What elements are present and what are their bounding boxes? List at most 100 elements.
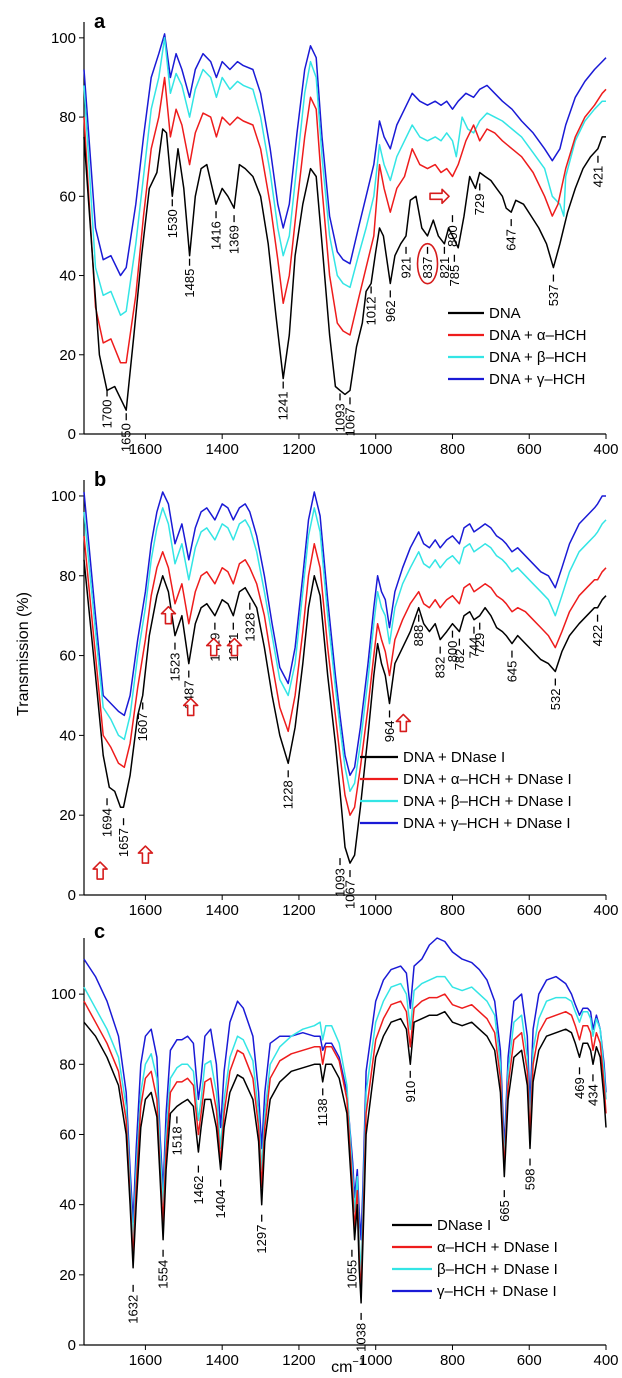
x-axis-title: cm−1	[331, 1356, 365, 1376]
panel-c: 0 20 40 60 80 100 1600 1400 1200 1000 800 600 400 c 16…	[51, 921, 619, 1369]
x-tick-label: 800	[440, 1352, 465, 1369]
peak-label: 729	[472, 633, 487, 655]
x-tick-label: 1400	[205, 902, 238, 919]
peak-label: 782	[452, 649, 467, 671]
peak-label: 1228	[281, 780, 296, 809]
y-tick-label: 20	[59, 347, 76, 364]
x-tick-label: 800	[440, 902, 465, 919]
red-arrow-icon	[429, 188, 450, 205]
legend-label: DNA + α–HCH + DNase I	[403, 771, 572, 788]
legend-label: DNase I	[437, 1217, 491, 1234]
red-arrow-icon	[137, 845, 154, 864]
x-tick-label: 400	[593, 1352, 618, 1369]
peak-label: 421	[590, 166, 605, 188]
peak-label: 422	[590, 625, 605, 647]
red-arrow-icon	[205, 637, 222, 657]
peak-label: 1369	[227, 225, 242, 254]
x-tick-label: 800	[440, 441, 465, 458]
peak-label: 800	[445, 225, 460, 247]
panel-label: b	[94, 469, 106, 491]
peak-label: 647	[504, 229, 519, 251]
peak-label: 1241	[276, 392, 291, 421]
peak-label: 1067	[343, 880, 358, 909]
legend-label: DNA + γ–HCH + DNase I	[403, 815, 571, 832]
series-line	[83, 1010, 607, 1304]
peak-label: 1518	[169, 1126, 184, 1155]
legend-label: β–HCH + DNase I	[437, 1261, 558, 1278]
peak-label: 434	[586, 1084, 601, 1106]
y-tick-label: 100	[51, 986, 76, 1003]
peak-label: 1138	[315, 1098, 330, 1126]
y-tick-label: 0	[68, 887, 76, 904]
peak-label: 1416	[209, 221, 224, 250]
series-line	[83, 937, 607, 1241]
peak-label: 1328	[242, 613, 257, 642]
x-tick-label: 1600	[129, 902, 162, 919]
x-tick-label: 1200	[282, 902, 315, 919]
series-line	[83, 559, 607, 864]
red-arrow-icon	[395, 713, 412, 733]
legend-label: DNA + DNase I	[403, 749, 505, 766]
peak-label: 1462	[191, 1176, 206, 1205]
series-line	[83, 975, 607, 1276]
peak-label: 921	[399, 257, 414, 279]
peak-label: 1297	[254, 1225, 269, 1254]
peak-label: 1694	[100, 808, 115, 837]
series-line	[83, 491, 606, 777]
panel-label: c	[94, 921, 105, 943]
peak-label: 910	[403, 1081, 418, 1103]
y-tick-label: 40	[59, 1197, 76, 1214]
legend-label: DNA	[489, 305, 521, 322]
peak-label: 1632	[126, 1295, 141, 1324]
x-tick-label: 1000	[359, 441, 392, 458]
y-tick-label: 80	[59, 109, 76, 126]
peak-label: 1650	[119, 423, 134, 452]
peak-label: 744	[467, 637, 482, 659]
series-line	[83, 76, 607, 364]
series-line	[83, 507, 607, 793]
peak-label: 964	[382, 721, 397, 743]
y-tick-label: 100	[51, 30, 76, 47]
x-tick-label: 1200	[282, 441, 315, 458]
x-tick-label: 1000	[359, 902, 392, 919]
panel-a: 0 20 40 60 80 100 1600 1400 1200 1000 800 600 400 a 17…	[51, 11, 619, 458]
x-tick-label: 1200	[282, 1352, 315, 1369]
panel-b: 0 20 40 60 80 100 1600 1400 1200 1000 800 600 400 b 16…	[51, 469, 619, 919]
y-tick-label: 0	[68, 1337, 76, 1354]
peak-label: 837	[420, 257, 435, 279]
peak-label: 469	[572, 1077, 587, 1099]
y-tick-label: 60	[59, 1126, 76, 1143]
highlight-ellipse	[416, 242, 439, 285]
x-tick-label: 400	[593, 902, 618, 919]
series-line	[83, 33, 607, 277]
peak-label: 800	[445, 641, 460, 663]
peak-label: 1038	[354, 1323, 369, 1352]
peak-label: 729	[472, 194, 487, 216]
red-arrow-icon	[182, 697, 199, 717]
x-tick-label: 600	[517, 441, 542, 458]
y-tick-label: 20	[59, 807, 76, 824]
x-tick-label: 1400	[205, 441, 238, 458]
x-tick-label: 1600	[129, 1352, 162, 1369]
peak-label: 1485	[182, 269, 197, 298]
peak-label: 785	[447, 265, 462, 287]
panel-label: a	[94, 11, 106, 33]
y-tick-label: 80	[59, 1056, 76, 1073]
peak-label: 821	[437, 257, 452, 279]
red-arrow-icon	[92, 861, 108, 880]
x-tick-label: 1600	[129, 441, 162, 458]
x-tick-label: 600	[517, 902, 542, 919]
y-tick-label: 80	[59, 568, 76, 585]
peak-label: 665	[497, 1200, 512, 1222]
peak-label: 537	[546, 285, 561, 307]
peak-label: 532	[548, 689, 563, 711]
peak-label: 1523	[168, 653, 183, 682]
peak-label: 962	[383, 300, 398, 322]
peak-label: 1055	[344, 1260, 359, 1289]
peak-label: 1554	[156, 1260, 171, 1289]
series-line	[83, 535, 607, 816]
y-tick-label: 60	[59, 648, 76, 665]
peak-label: 1607	[135, 713, 150, 742]
y-axis-title: Transmission (%)	[15, 592, 32, 716]
